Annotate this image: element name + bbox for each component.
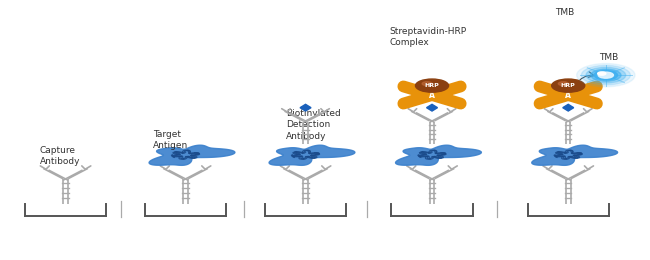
Text: Biotinylated
Detection
Antibody: Biotinylated Detection Antibody xyxy=(286,109,341,140)
Text: TMB: TMB xyxy=(599,53,618,62)
Text: A: A xyxy=(429,92,435,100)
Polygon shape xyxy=(149,145,235,165)
Polygon shape xyxy=(396,145,482,165)
Text: Target
Antigen: Target Antigen xyxy=(153,130,188,150)
Circle shape xyxy=(422,82,432,86)
Polygon shape xyxy=(300,104,311,111)
Circle shape xyxy=(586,67,626,83)
Text: Streptavidin-HRP
Complex: Streptavidin-HRP Complex xyxy=(390,27,467,47)
Polygon shape xyxy=(269,145,355,165)
Polygon shape xyxy=(563,104,574,111)
Polygon shape xyxy=(426,104,437,111)
Circle shape xyxy=(591,69,621,81)
Circle shape xyxy=(598,72,606,75)
Text: TMB: TMB xyxy=(555,9,575,17)
Circle shape xyxy=(581,65,630,85)
Text: A: A xyxy=(566,92,571,100)
Circle shape xyxy=(558,82,568,86)
Circle shape xyxy=(577,63,635,87)
Text: HRP: HRP xyxy=(424,83,439,88)
Polygon shape xyxy=(532,145,617,165)
Circle shape xyxy=(415,79,448,92)
Circle shape xyxy=(594,70,618,80)
Circle shape xyxy=(552,79,585,92)
Text: HRP: HRP xyxy=(561,83,576,88)
Circle shape xyxy=(598,72,614,78)
Text: Capture
Antibody: Capture Antibody xyxy=(40,146,80,166)
